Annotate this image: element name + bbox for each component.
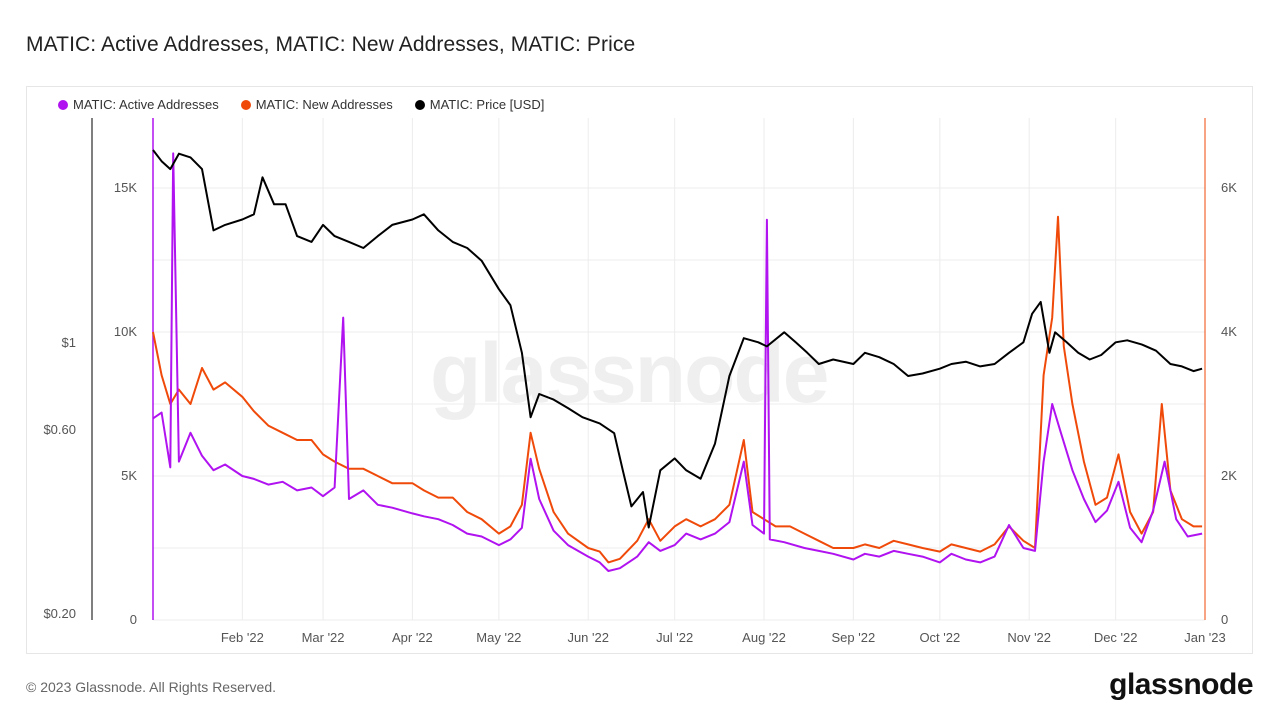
y-right-tick-label: 6K bbox=[1221, 180, 1237, 195]
x-tick-label: Jan '23 bbox=[1184, 630, 1226, 645]
x-tick-label: Dec '22 bbox=[1094, 630, 1138, 645]
legend-dot-active bbox=[58, 99, 68, 110]
legend-dot-new bbox=[240, 99, 251, 110]
tick-layer: Feb '22 Mar '22 Apr '22 May '22 Jun '22 Jul '… bbox=[43, 180, 1237, 645]
x-tick-label: Apr '22 bbox=[392, 630, 433, 645]
y-price-tick-label: $0.20 bbox=[43, 606, 76, 621]
y-right-tick-label: 2K bbox=[1221, 468, 1237, 483]
series-price bbox=[152, 149, 1203, 529]
x-tick-label: May '22 bbox=[476, 630, 521, 645]
x-tick-label: Jun '22 bbox=[567, 630, 609, 645]
y-left-tick-label: 5K bbox=[121, 468, 137, 483]
legend-item-active[interactable]: MATIC: Active Addresses bbox=[58, 97, 219, 112]
legend-item-new[interactable]: MATIC: New Addresses bbox=[240, 97, 393, 112]
x-tick-label: Jul '22 bbox=[656, 630, 693, 645]
legend-label-active: MATIC: Active Addresses bbox=[73, 97, 219, 112]
copyright-footer: © 2023 Glassnode. All Rights Reserved. bbox=[26, 679, 277, 695]
legend-dot-price bbox=[414, 99, 425, 110]
series-layer bbox=[152, 149, 1203, 572]
x-tick-label: Aug '22 bbox=[742, 630, 786, 645]
x-tick-label: Mar '22 bbox=[302, 630, 345, 645]
series-active-addresses bbox=[152, 152, 1203, 572]
x-tick-label: Nov '22 bbox=[1007, 630, 1051, 645]
grid-layer bbox=[153, 118, 1206, 621]
y-left-tick-label: 10K bbox=[114, 324, 137, 339]
legend-label-new: MATIC: New Addresses bbox=[255, 97, 393, 112]
x-tick-label: Feb '22 bbox=[221, 630, 264, 645]
y-right-tick-label: 0 bbox=[1221, 612, 1228, 627]
y-price-tick-label: $1 bbox=[62, 335, 76, 350]
y-left-tick-label: 0 bbox=[130, 612, 137, 627]
y-left-tick-label: 15K bbox=[114, 180, 137, 195]
y-price-tick-label: $0.60 bbox=[43, 422, 76, 437]
y-right-tick-label: 4K bbox=[1221, 324, 1237, 339]
chart-legend: MATIC: Active Addresses MATIC: New Addre… bbox=[58, 97, 544, 112]
axis-layer bbox=[91, 118, 1206, 620]
x-tick-label: Sep '22 bbox=[832, 630, 876, 645]
legend-item-price[interactable]: MATIC: Price [USD] bbox=[414, 97, 545, 112]
glassnode-logo: glassnode bbox=[1109, 668, 1253, 701]
chart-frame bbox=[26, 86, 1253, 654]
series-new-addresses bbox=[152, 215, 1203, 564]
legend-label-price: MATIC: Price [USD] bbox=[429, 97, 545, 112]
chart-title: MATIC: Active Addresses, MATIC: New Addr… bbox=[26, 33, 636, 56]
x-tick-label: Oct '22 bbox=[919, 630, 960, 645]
